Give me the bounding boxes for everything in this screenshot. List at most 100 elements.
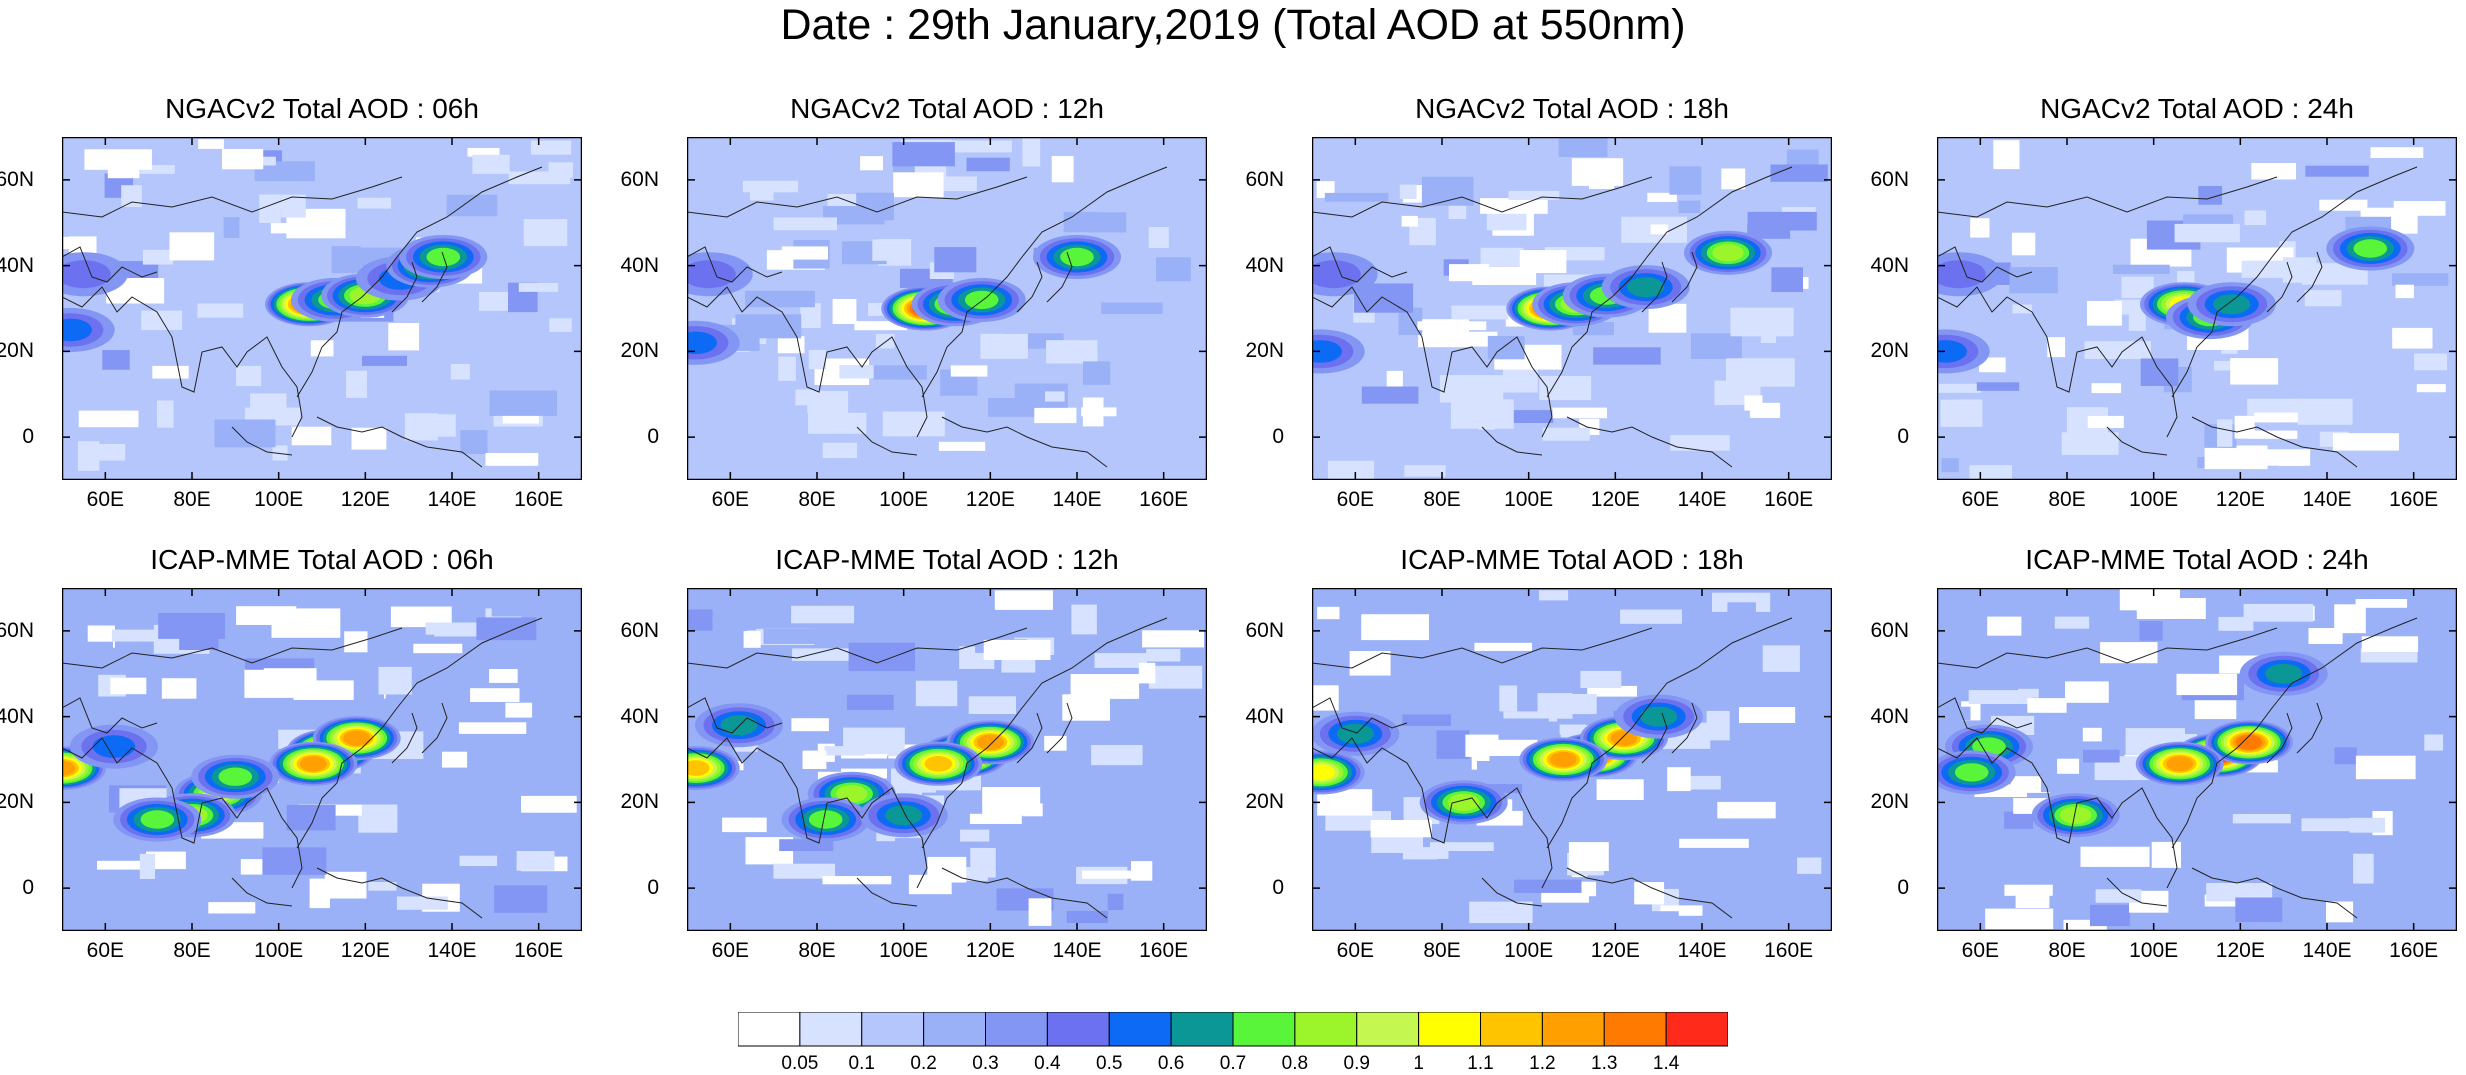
aod-texture-cell <box>824 746 865 756</box>
lon-tick-label: 160E <box>2389 939 2439 962</box>
aod-texture-cell <box>1488 718 1549 729</box>
aod-texture-cell <box>1313 685 1339 711</box>
aod-plume-contour <box>687 760 710 776</box>
lon-tick-label: 100E <box>2129 488 2179 511</box>
aod-texture-cell <box>1747 211 1817 231</box>
aod-texture-cell <box>1505 653 1529 673</box>
aod-texture-cell <box>2080 846 2150 867</box>
lat-tick-label: 60N <box>1245 618 1284 642</box>
aod-texture-cell <box>262 150 282 163</box>
colorbar-level-label: 0.2 <box>910 1053 937 1074</box>
map-frame <box>687 137 1207 480</box>
aod-texture-cell <box>84 149 152 170</box>
coastline <box>1481 877 1543 907</box>
map-panel-ngacv2-12h: NGACv2 Total AOD : 12h 60N 40N 20N 0 60E 80E 10… <box>620 92 1207 512</box>
lon-tick-label: 120E <box>1590 939 1640 962</box>
colorbar-swatches <box>738 1012 1728 1047</box>
aod-texture-cell <box>1726 358 1795 387</box>
aod-texture-cell <box>716 620 757 631</box>
aod-texture-cell <box>1552 407 1607 419</box>
aod-texture-cell <box>882 411 945 437</box>
coastline <box>687 286 928 438</box>
aod-texture-cell <box>1454 331 1498 347</box>
aod-texture-cell <box>434 625 490 637</box>
aod-texture-cell <box>254 161 315 182</box>
coastline <box>1937 286 2178 438</box>
aod-texture-cell <box>1324 192 1389 202</box>
aod-texture-cell <box>357 197 392 209</box>
lon-tick-label: 80E <box>173 488 211 511</box>
aod-plume-contour <box>976 734 1004 750</box>
aod-texture-cell <box>1717 801 1776 819</box>
lat-tick-label: 0 <box>22 425 34 449</box>
aod-plume-contour <box>2265 663 2303 684</box>
aod-texture-cell <box>262 847 327 875</box>
lat-tick-label: 40N <box>1245 253 1284 277</box>
aod-texture-cell <box>142 249 173 265</box>
aod-texture-cell <box>1146 648 1181 662</box>
colorbar-level-label: 0.7 <box>1219 1053 1247 1074</box>
panel-title: ICAP-MME Total AOD : 06h <box>150 544 494 575</box>
aod-texture-cell <box>1993 140 2020 170</box>
coastline <box>62 737 303 889</box>
coastline <box>1937 627 2278 669</box>
aod-texture-cell <box>62 236 89 250</box>
coastline <box>2266 712 2293 764</box>
aod-texture-cell <box>2027 698 2067 713</box>
aod-texture-cell <box>808 412 867 434</box>
aod-texture-cell <box>950 140 1012 153</box>
aod-texture-cell <box>222 149 264 170</box>
aod-texture-cell <box>458 722 527 734</box>
coastline <box>687 246 783 283</box>
aod-texture-cell <box>969 813 1022 824</box>
lat-tick-label: 0 <box>647 876 659 900</box>
aod-texture-cell <box>2230 358 2279 385</box>
aod-texture-cell <box>2301 263 2368 285</box>
aod-texture-cell <box>404 413 438 441</box>
coastline <box>2106 426 2168 456</box>
coastline <box>1312 246 1408 283</box>
coastline <box>296 166 543 398</box>
aod-plume-contour <box>687 260 736 289</box>
aod-texture-cell <box>848 642 915 672</box>
coastline <box>62 176 403 218</box>
aod-plume-contour <box>1937 340 1967 363</box>
aod-plume-contour <box>1312 764 1335 781</box>
aod-texture-cell <box>2065 681 2109 703</box>
aod-texture-cell <box>2334 747 2357 765</box>
aod-texture-cell <box>1499 685 1518 712</box>
lat-tick-label: 40N <box>620 704 659 728</box>
aod-texture-cell <box>1542 427 1590 441</box>
coastline <box>687 697 783 734</box>
aod-texture-cell <box>1051 156 1074 183</box>
aod-texture-cell <box>1465 734 1499 757</box>
aod-plume-contour <box>299 756 327 772</box>
coastline <box>687 627 1028 669</box>
aod-texture-cell <box>2414 353 2448 371</box>
aod-texture-cell <box>1370 820 1432 838</box>
aod-texture-cell <box>1669 166 1702 195</box>
aod-texture-cell <box>291 426 332 446</box>
lon-tick-label: 120E <box>340 488 390 511</box>
lat-tick-label: 60N <box>0 167 34 191</box>
lat-tick-label: 60N <box>1870 618 1909 642</box>
aod-texture-cell <box>1082 397 1104 427</box>
panel-title: ICAP-MME Total AOD : 12h <box>775 544 1119 575</box>
map-panel-icap-mme-24h: ICAP-MME Total AOD : 24h 60N 40N 20N 0 60E 80E… <box>1870 543 2457 963</box>
aod-texture-cell <box>1142 630 1204 648</box>
aod-texture-cell <box>1568 842 1609 871</box>
aod-texture-cell <box>310 340 334 357</box>
lon-tick-label: 100E <box>254 939 304 962</box>
aod-texture-cell <box>1402 714 1451 726</box>
map-panel-ngacv2-24h: NGACv2 Total AOD : 24h 60N 40N 20N 0 60E 80E 10… <box>1870 92 2457 512</box>
aod-texture-cell <box>161 678 197 699</box>
aod-texture-cell <box>1404 465 1446 477</box>
aod-texture-cell <box>2361 636 2419 652</box>
aod-texture-cell <box>1502 368 1538 393</box>
lon-tick-label: 140E <box>427 939 477 962</box>
aod-plume-contour <box>1627 277 1665 298</box>
coastline <box>1312 737 1553 889</box>
aod-texture-cell <box>1744 395 1763 411</box>
aod-texture-cell <box>2247 398 2300 416</box>
coastline <box>1016 261 1043 313</box>
